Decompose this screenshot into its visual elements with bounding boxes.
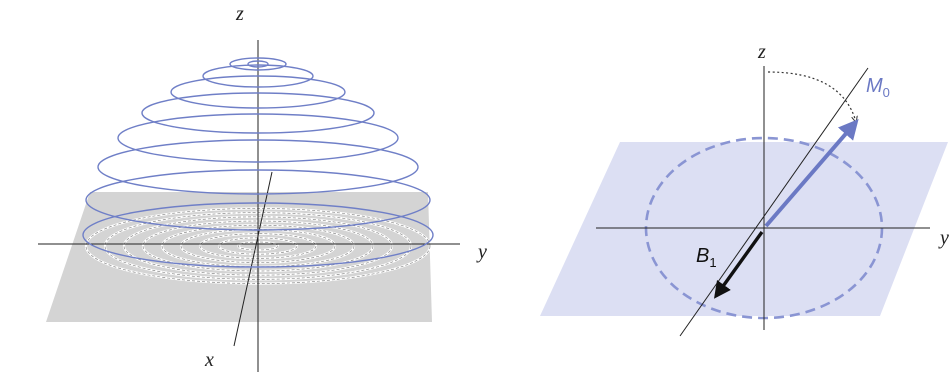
right-z-label: z bbox=[757, 41, 766, 63]
spiral-ring bbox=[229, 57, 287, 71]
m0-symbol: M bbox=[866, 75, 883, 97]
spiral-ring bbox=[141, 92, 375, 134]
right-y-label: y bbox=[938, 227, 949, 249]
right-x-axis bbox=[679, 67, 869, 337]
spiral-ring bbox=[97, 139, 419, 195]
spiral-ring bbox=[117, 113, 399, 163]
b1-vector-arrow bbox=[714, 231, 764, 299]
left-x-axis bbox=[233, 171, 273, 347]
left-y-label: y bbox=[476, 241, 487, 263]
left-panel: z y x bbox=[38, 3, 487, 372]
spiral-ring bbox=[85, 169, 431, 231]
spiral-ring bbox=[82, 202, 434, 268]
b1-subscript: 1 bbox=[709, 255, 716, 270]
b1-label: B1 bbox=[696, 245, 717, 270]
left-x-label: x bbox=[204, 349, 214, 371]
spiral-ring bbox=[170, 75, 346, 109]
b1-symbol: B bbox=[696, 245, 709, 267]
spiral-ring bbox=[202, 64, 314, 88]
m0-subscript: 0 bbox=[883, 85, 890, 100]
left-precession-spiral bbox=[82, 57, 434, 268]
m0-vector-arrow bbox=[764, 118, 859, 228]
right-transverse-plane bbox=[540, 142, 948, 316]
spiral-ring bbox=[247, 60, 269, 68]
m0-label: M0 bbox=[866, 75, 890, 100]
left-z-label: z bbox=[235, 3, 244, 25]
right-panel: z y M0 B1 bbox=[540, 41, 949, 337]
right-rotation-arc bbox=[767, 71, 856, 122]
